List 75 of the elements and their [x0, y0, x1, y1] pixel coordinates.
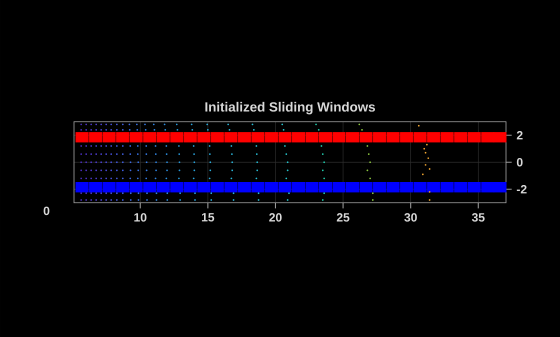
- point: [184, 182, 197, 192]
- point: [210, 132, 224, 142]
- point: [305, 132, 319, 142]
- point: [360, 132, 373, 142]
- point: [210, 182, 224, 192]
- point: [224, 132, 238, 142]
- point: [346, 132, 360, 142]
- point: [386, 132, 400, 142]
- text: 0: [44, 206, 50, 216]
- point: [440, 182, 454, 192]
- point: [493, 182, 506, 192]
- point: [143, 182, 156, 192]
- y-tick-label: 0: [516, 158, 523, 166]
- point: [427, 182, 440, 192]
- point: [224, 182, 238, 192]
- point: [360, 182, 373, 192]
- point: [292, 132, 305, 142]
- point: [332, 132, 346, 142]
- point: [102, 182, 116, 192]
- point: [468, 132, 481, 142]
- point: [468, 182, 481, 192]
- point: [278, 132, 292, 142]
- point: [278, 182, 292, 192]
- point: [170, 132, 184, 142]
- point: [130, 182, 143, 192]
- y-tick-label: 2: [516, 131, 523, 140]
- point: [89, 182, 102, 192]
- point: [251, 182, 264, 192]
- y-tick-label: -2: [516, 185, 527, 194]
- point: [318, 132, 332, 142]
- point: [197, 132, 210, 142]
- point: [238, 132, 251, 142]
- point: [238, 182, 251, 192]
- x-tick-label: 15: [202, 213, 214, 222]
- x-tick-label: 20: [269, 213, 282, 222]
- point: [414, 182, 427, 192]
- point: [400, 182, 414, 192]
- point: [264, 132, 278, 142]
- x-tick-label: 10: [134, 213, 146, 222]
- point: [373, 182, 386, 192]
- point: [102, 132, 116, 142]
- point: [184, 132, 197, 142]
- point: [156, 132, 170, 142]
- point: [481, 132, 494, 142]
- point: [493, 132, 506, 142]
- point: [414, 132, 427, 142]
- point: [156, 182, 170, 192]
- x-tick-label: 35: [472, 213, 485, 222]
- point: [130, 132, 143, 142]
- point: [197, 182, 210, 192]
- point: [76, 182, 89, 192]
- point: [454, 182, 468, 192]
- x-tick-label: 25: [336, 213, 350, 222]
- point: [143, 132, 156, 142]
- chart-title: Initialized Sliding Windows: [205, 102, 375, 114]
- point: [400, 132, 414, 142]
- point: [481, 182, 494, 192]
- point: [440, 132, 454, 142]
- point: [251, 132, 264, 142]
- point: [170, 182, 184, 192]
- point: [305, 182, 319, 192]
- point: [386, 182, 400, 192]
- point: [332, 182, 346, 192]
- point: [76, 132, 89, 142]
- point: [373, 132, 386, 142]
- point: [427, 132, 440, 142]
- point: [346, 182, 360, 192]
- x-tick-label: 30: [404, 213, 417, 222]
- point: [89, 132, 102, 142]
- point: [454, 132, 468, 142]
- point: [264, 182, 278, 192]
- point: [292, 182, 305, 192]
- point: [116, 182, 130, 192]
- point: [318, 182, 332, 192]
- point: [116, 132, 130, 142]
